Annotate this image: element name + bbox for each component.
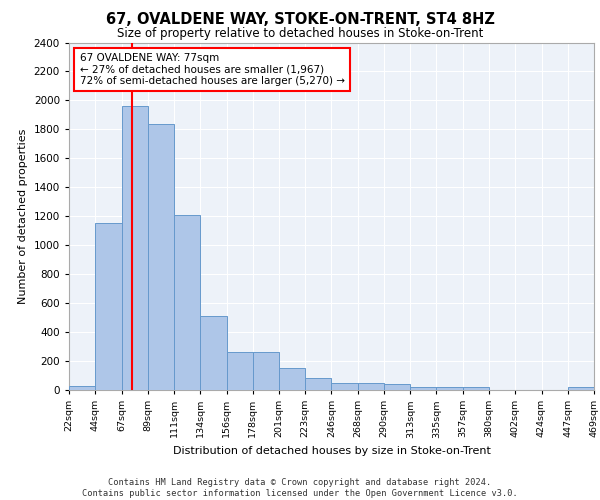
Text: 67, OVALDENE WAY, STOKE-ON-TRENT, ST4 8HZ: 67, OVALDENE WAY, STOKE-ON-TRENT, ST4 8H… (106, 12, 494, 28)
Bar (200, 316, 227, 390)
Text: Contains HM Land Registry data © Crown copyright and database right 2024.
Contai: Contains HM Land Registry data © Crown c… (82, 478, 518, 498)
Bar (95, 224, 121, 390)
Bar (463, 387, 489, 390)
Y-axis label: Number of detached properties: Number of detached properties (18, 128, 28, 304)
Bar (148, 124, 174, 390)
Bar (305, 378, 331, 390)
Bar (121, 106, 148, 390)
Bar (174, 215, 200, 390)
Bar (436, 387, 463, 390)
Bar (279, 368, 305, 390)
Text: 67 OVALDENE WAY: 77sqm
← 27% of detached houses are smaller (1,967)
72% of semi-: 67 OVALDENE WAY: 77sqm ← 27% of detached… (79, 53, 344, 86)
Bar (358, 384, 384, 390)
Bar (253, 352, 279, 390)
Bar (410, 387, 436, 390)
Text: Size of property relative to detached houses in Stoke-on-Trent: Size of property relative to detached ho… (117, 28, 483, 40)
X-axis label: Distribution of detached houses by size in Stoke-on-Trent: Distribution of detached houses by size … (173, 446, 490, 456)
Bar (331, 383, 358, 390)
Bar (568, 387, 594, 390)
Bar (384, 384, 410, 390)
Bar (227, 352, 253, 390)
Bar (69, 386, 95, 390)
